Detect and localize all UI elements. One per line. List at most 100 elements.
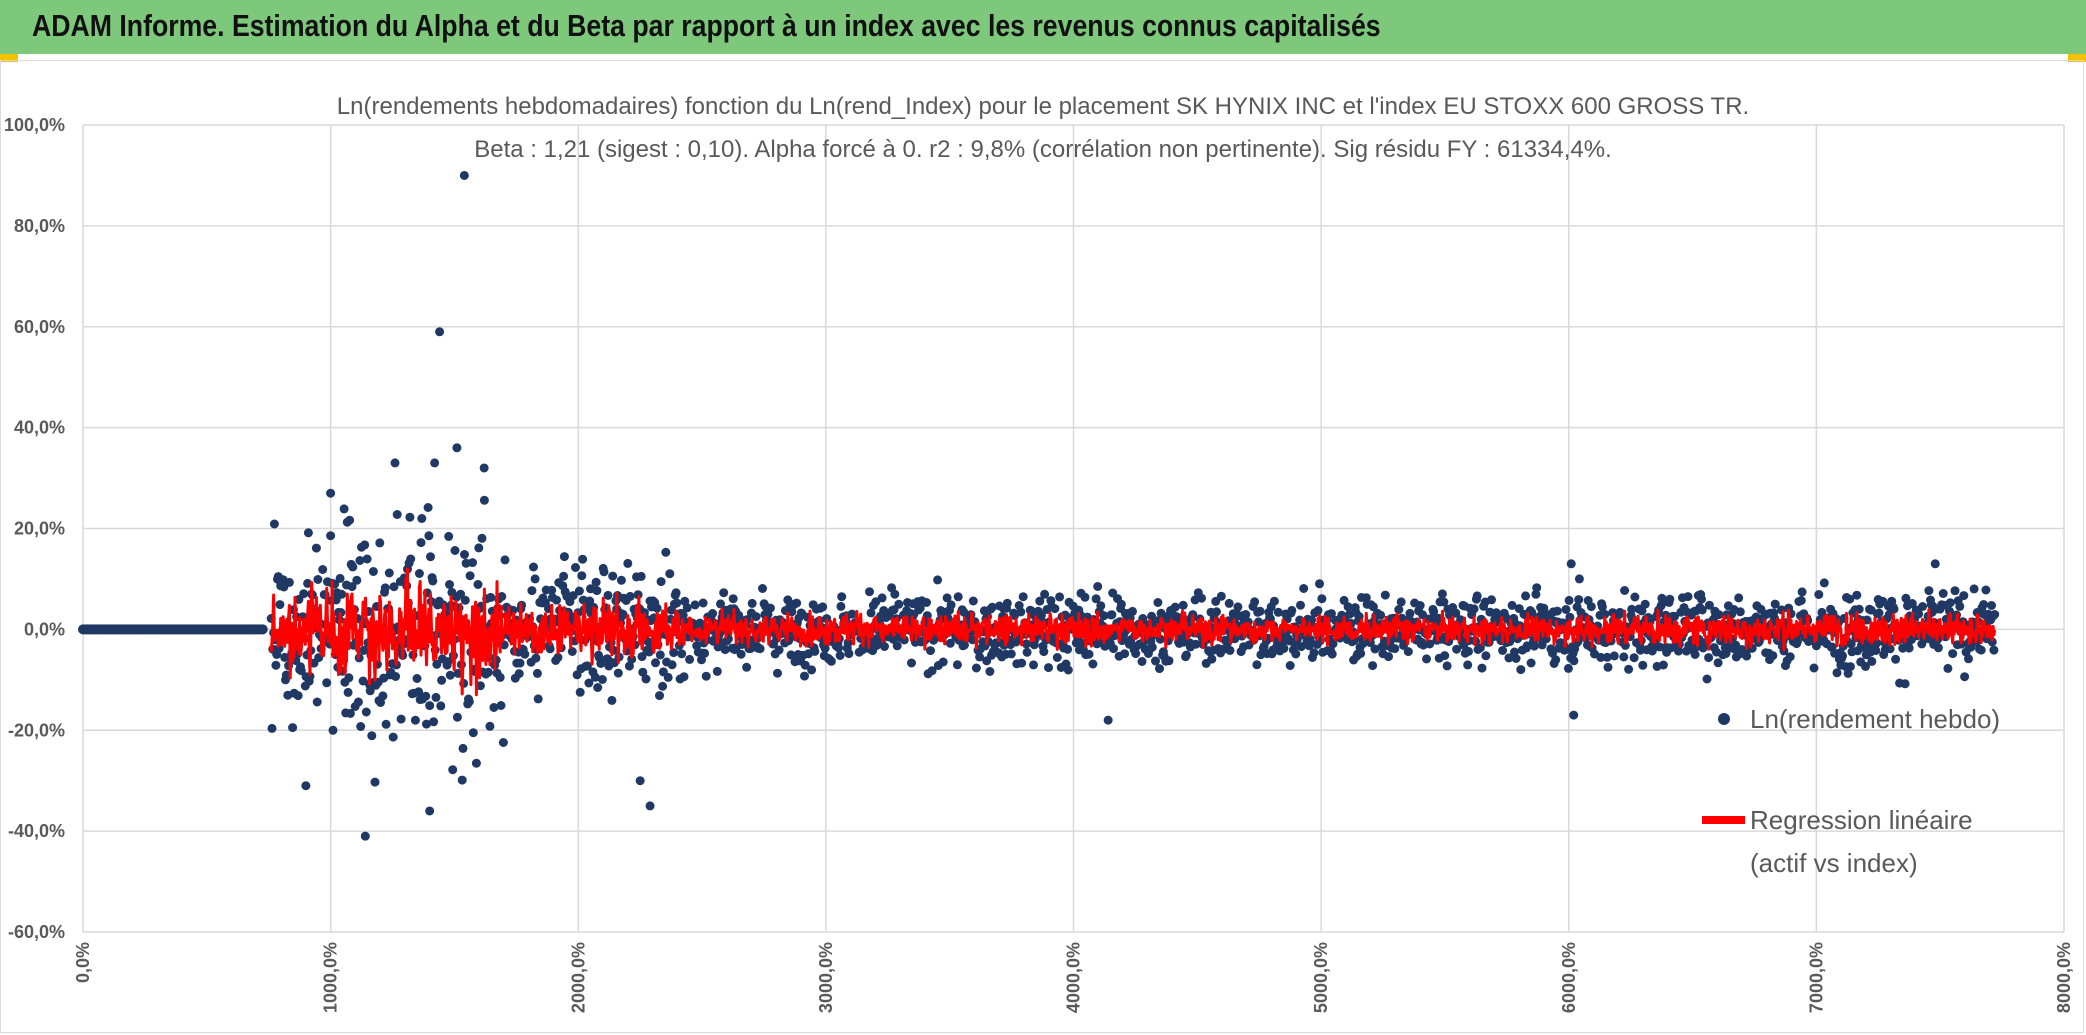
data-point: [337, 589, 347, 599]
data-point: [1080, 592, 1090, 602]
data-point: [1287, 605, 1297, 615]
data-point: [800, 671, 809, 681]
data-point: [367, 731, 377, 741]
data-point: [459, 170, 469, 180]
y-tick-label: 40,0%: [14, 418, 65, 438]
data-point: [405, 512, 415, 522]
data-point: [257, 624, 268, 635]
data-point: [578, 554, 588, 564]
data-point: [1969, 584, 1979, 594]
data-point: [786, 650, 796, 660]
data-point: [435, 327, 445, 337]
data-point: [281, 670, 291, 680]
data-point: [1225, 645, 1235, 655]
data-point: [1796, 596, 1806, 605]
data-point: [1309, 648, 1319, 658]
data-point: [719, 588, 729, 598]
data-point: [1039, 647, 1049, 657]
data-point: [953, 592, 963, 602]
data-point: [1629, 653, 1639, 663]
data-point: [421, 691, 431, 701]
data-point: [1093, 582, 1103, 591]
data-point: [322, 678, 332, 688]
data-point: [1529, 641, 1539, 651]
data-point: [529, 562, 538, 572]
data-point: [1838, 651, 1847, 661]
data-point: [1380, 590, 1390, 600]
data-point: [414, 569, 424, 578]
data-point: [1116, 599, 1126, 609]
data-point: [1561, 605, 1571, 614]
data-point: [1713, 658, 1723, 668]
y-tick-label: 80,0%: [14, 216, 65, 236]
data-point: [1930, 559, 1940, 569]
data-point: [500, 555, 510, 565]
data-point: [758, 584, 767, 593]
data-point: [596, 659, 606, 668]
data-point: [847, 609, 857, 619]
data-point: [751, 612, 761, 622]
data-point: [1586, 602, 1596, 612]
data-point: [1063, 644, 1073, 654]
data-point: [406, 554, 416, 564]
data-point: [1948, 649, 1958, 659]
data-point: [652, 603, 662, 613]
data-point: [597, 675, 607, 684]
data-point: [1603, 662, 1613, 672]
data-point: [1178, 600, 1188, 610]
data-point: [553, 652, 563, 662]
y-tick-label: 20,0%: [14, 519, 65, 539]
data-point: [1107, 610, 1117, 620]
data-point: [1153, 598, 1163, 607]
corner-marker-left: [0, 54, 18, 62]
data-point: [792, 598, 802, 608]
data-point: [1128, 606, 1137, 616]
data-point: [477, 533, 487, 543]
data-point: [1442, 661, 1452, 671]
data-point: [742, 662, 752, 672]
data-point: [1002, 598, 1012, 608]
data-point: [826, 656, 836, 666]
data-point: [677, 649, 687, 659]
data-point: [1566, 559, 1576, 569]
data-point: [834, 643, 844, 653]
data-point: [682, 603, 692, 613]
data-point: [1665, 594, 1675, 604]
data-point: [844, 649, 854, 659]
data-point: [288, 723, 298, 733]
data-point: [773, 668, 782, 678]
data-point: [299, 589, 309, 599]
x-tick-label: 2000,0%: [568, 942, 588, 1013]
data-point: [685, 654, 695, 664]
x-tick-label: 7000,0%: [1806, 942, 1826, 1013]
data-point: [1638, 660, 1648, 670]
data-point: [1874, 608, 1884, 618]
data-point: [613, 668, 623, 678]
y-tick-label: 60,0%: [14, 317, 65, 337]
data-point: [343, 687, 353, 697]
data-point: [1516, 665, 1526, 675]
data-point: [313, 575, 323, 584]
data-point: [880, 642, 889, 651]
data-point: [822, 614, 832, 624]
data-point: [690, 600, 700, 610]
y-tick-label: -40,0%: [8, 821, 65, 841]
data-point: [425, 806, 435, 816]
x-tick-label: 1000,0%: [321, 942, 341, 1013]
data-point: [672, 598, 682, 608]
data-point: [531, 653, 541, 663]
legend-regression-label-2: (actif vs index): [1750, 848, 1918, 878]
data-point: [436, 701, 446, 711]
data-point: [1052, 653, 1062, 662]
data-point: [1029, 660, 1038, 670]
data-point: [422, 719, 431, 729]
data-point: [1437, 589, 1447, 599]
data-point: [1252, 660, 1262, 670]
data-point: [530, 574, 540, 584]
data-point: [514, 669, 524, 679]
data-point: [1327, 649, 1337, 659]
data-point: [1415, 601, 1425, 610]
data-point: [933, 575, 943, 585]
data-point: [894, 599, 904, 609]
data-point: [416, 538, 426, 548]
